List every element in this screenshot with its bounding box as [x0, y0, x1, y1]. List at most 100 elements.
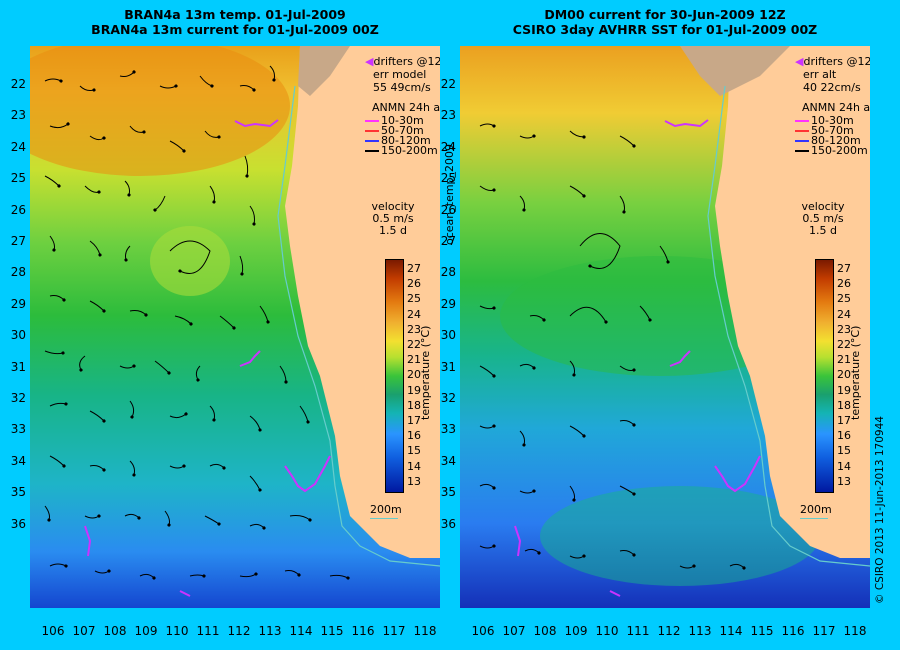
y-tick-right-24: 24	[440, 139, 456, 154]
left-title-line1: BRAN4a 13m temp. 01-Jul-2009	[124, 7, 346, 22]
x-tick-right-110: 110	[595, 624, 619, 638]
right-legend-item-1: 50-70m	[795, 125, 854, 137]
left-title-line2: BRAN4a 13m current for 01-Jul-2009 00Z	[91, 22, 379, 37]
y-tick-left-36: 36	[10, 516, 26, 531]
colorbar-tick-right-16: 16	[837, 429, 851, 443]
x-tick-right-108: 108	[533, 624, 557, 638]
x-tick-left-111: 111	[196, 624, 220, 638]
left-warm-eddy	[30, 46, 290, 176]
x-tick-left-112: 112	[227, 624, 251, 638]
y-tick-right-29: 29	[440, 296, 456, 311]
left-velocity-block: velocity 0.5 m/s 1.5 d	[371, 200, 415, 237]
x-tick-left-110: 110	[165, 624, 189, 638]
y-tick-right-34: 34	[440, 453, 456, 468]
copyright-side-label: © CSIRO 2013 11-Jun-2013 170944	[874, 416, 886, 604]
x-tick-right-115: 115	[750, 624, 774, 638]
left-err-label: err model	[373, 68, 427, 81]
right-drifters	[514, 119, 761, 597]
y-tick-left-23: 23	[10, 108, 26, 123]
y-tick-right-35: 35	[440, 485, 456, 500]
y-tick-right-26: 26	[440, 202, 456, 217]
colorbar-tick-right-27: 27	[837, 262, 851, 275]
left-legend-item-3: 150-200m	[365, 145, 438, 157]
colorbar-tick-left-18: 18	[407, 398, 421, 412]
y-tick-left-34: 34	[10, 453, 26, 468]
left-colorbar-label: temperature (°C)	[419, 325, 432, 420]
right-legend-title: ANMN 24h avg	[802, 101, 870, 114]
colorbar-tick-left-26: 26	[407, 277, 421, 291]
x-tick-right-107: 107	[502, 624, 526, 638]
x-tick-right-116: 116	[781, 624, 805, 638]
left-legend-item-1: 50-70m	[365, 125, 424, 137]
colorbar-tick-right-17: 17	[837, 414, 851, 427]
y-tick-right-33: 33	[440, 422, 456, 437]
left-coast-contour	[277, 85, 440, 567]
left-panel-title: BRAN4a 13m temp. 01-Jul-2009 BRAN4a 13m …	[30, 7, 440, 37]
right-legend-item-2: 80-120m	[795, 135, 861, 147]
x-tick-left-113: 113	[258, 624, 282, 638]
ocean-temp-vertical-label: ocean_temp_2009	[443, 143, 456, 245]
colorbar-tick-left-25: 25	[407, 292, 421, 306]
x-tick-left-118: 118	[413, 624, 437, 638]
colorbar-tick-right-19: 19	[837, 383, 851, 397]
x-tick-right-111: 111	[626, 624, 650, 638]
y-tick-right-25: 25	[440, 171, 456, 186]
right-depth-contour-label: 200m	[800, 504, 832, 519]
right-velocity-block: velocity 0.5 m/s 1.5 d	[801, 200, 845, 237]
colorbar-tick-left-23: 23	[407, 322, 421, 336]
y-tick-left-35: 35	[10, 485, 26, 500]
right-drifter-marker: ◀	[795, 55, 804, 68]
y-tick-right-30: 30	[440, 328, 456, 343]
y-tick-left-31: 31	[10, 359, 26, 374]
x-tick-left-106: 106	[41, 624, 65, 638]
colorbar-tick-left-20: 20	[407, 368, 421, 382]
colorbar-tick-right-14: 14	[837, 459, 851, 473]
y-tick-left-33: 33	[10, 422, 26, 437]
left-map-panel: ◀drifters @12h err model 55 49cm/s ANMN …	[30, 46, 440, 608]
left-land-north	[298, 46, 350, 96]
left-legend-title: ANMN 24h avg	[372, 101, 440, 114]
left-drifter-marker: ◀	[365, 55, 374, 68]
right-cool-patch	[540, 486, 820, 586]
y-tick-left-22: 22	[10, 77, 26, 91]
x-tick-right-117: 117	[812, 624, 836, 638]
colorbar-tick-left-14: 14	[407, 459, 421, 473]
right-err-label: err alt	[803, 68, 837, 81]
colorbar-tick-right-20: 20	[837, 368, 851, 382]
colorbar-tick-left-19: 19	[407, 383, 421, 397]
x-tick-left-114: 114	[289, 624, 313, 638]
right-drifters-label: ◀drifters @12h	[795, 55, 870, 68]
right-title-line2: CSIRO 3day AVHRR SST for 01-Jul-2009 00Z	[512, 22, 818, 37]
colorbar-tick-left-27: 27	[407, 262, 421, 275]
colorbar-tick-right-24: 24	[837, 307, 851, 321]
colorbar-tick-right-15: 15	[837, 444, 851, 458]
y-tick-left-30: 30	[10, 328, 26, 343]
right-coast-contour	[707, 85, 870, 567]
colorbar-tick-right-18: 18	[837, 398, 851, 412]
y-tick-left-26: 26	[10, 202, 26, 217]
x-tick-right-109: 109	[564, 624, 588, 638]
x-tick-right-113: 113	[688, 624, 712, 638]
left-current-arrows	[44, 65, 350, 580]
y-tick-right-32: 32	[440, 391, 456, 405]
x-tick-right-112: 112	[657, 624, 681, 638]
colorbar-tick-left-24: 24	[407, 307, 421, 321]
right-map-panel: ◀drifters @12h err alt 40 22cm/s ANMN 24…	[460, 46, 870, 608]
x-tick-left-109: 109	[134, 624, 158, 638]
x-tick-right-114: 114	[719, 624, 743, 638]
colorbar-tick-right-25: 25	[837, 292, 851, 306]
x-tick-left-115: 115	[320, 624, 344, 638]
right-colorbar-label: temperature (°C)	[849, 325, 862, 420]
colorbar-tick-left-21: 21	[407, 353, 421, 367]
left-colorbar	[385, 259, 404, 493]
y-tick-right-27: 27	[440, 234, 456, 248]
colorbar-tick-right-26: 26	[837, 277, 851, 291]
x-tick-left-107: 107	[72, 624, 96, 638]
y-tick-left-27: 27	[10, 234, 26, 248]
colorbar-tick-left-16: 16	[407, 429, 421, 443]
right-legend-item-0: 10-30m	[795, 115, 854, 127]
colorbar-tick-left-13: 13	[407, 474, 421, 488]
x-tick-right-106: 106	[471, 624, 495, 638]
y-tick-right-28: 28	[440, 265, 456, 280]
left-drifters	[84, 119, 331, 597]
